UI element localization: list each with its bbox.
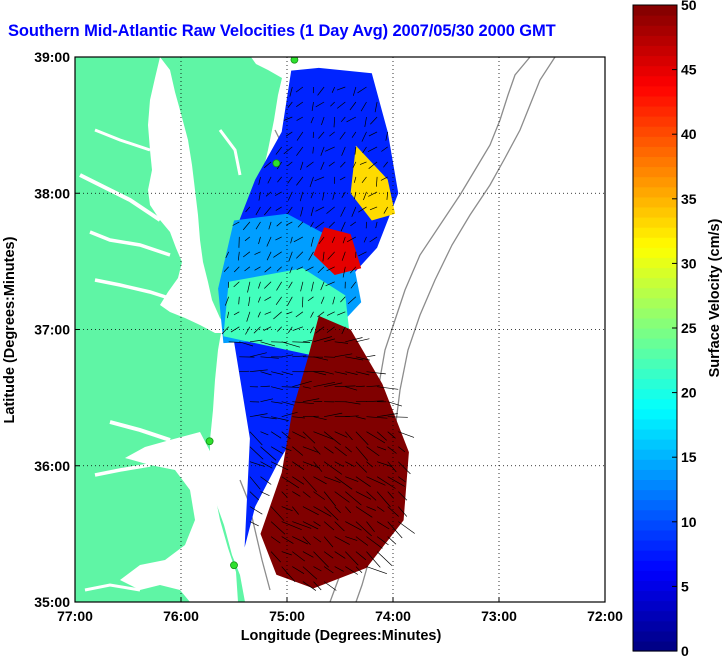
pamlico-sound (120, 432, 238, 602)
x-tick-label: 75:00 (269, 608, 305, 624)
colorbar-tick-label: 15 (681, 449, 697, 465)
colorbar-tick-label: 20 (681, 385, 697, 401)
speed-region-central-eddy (313, 227, 362, 275)
colorbar-tick-label: 35 (681, 191, 697, 207)
colorbar-tick-label: 10 (681, 514, 697, 530)
y-tick-label: 37:00 (34, 322, 70, 338)
station-mid-icon (272, 159, 281, 168)
y-tick-label: 39:00 (34, 49, 70, 65)
chart-title: Southern Mid-Atlantic Raw Velocities (1 … (8, 22, 556, 40)
station-south-icon (205, 437, 214, 446)
y-tick-label: 38:00 (34, 185, 70, 201)
speed-region-gulf-stream-edge (260, 315, 409, 589)
colorbar-tick-label: 45 (681, 62, 697, 78)
colorbar-tick-label: 5 (681, 578, 689, 594)
x-tick-label: 74:00 (375, 608, 411, 624)
colorbar-label: Surface Velocity (cm/s) (707, 218, 723, 377)
colorbar-tick-label: 25 (681, 320, 697, 336)
x-tick-label: 77:00 (57, 608, 93, 624)
colorbar: 0 5 10 15 20 25 30 35 40 45 50 (632, 0, 697, 659)
y-axis: 35:00 36:00 37:00 38:00 39:00 (34, 49, 80, 610)
colorbar-tick-label: 30 (681, 255, 697, 271)
x-axis-label: Longitude (Degrees:Minutes) (241, 628, 442, 644)
land-mass (75, 57, 282, 602)
colorbar-tick-label: 0 (681, 643, 689, 659)
colorbar-tick-label: 40 (681, 126, 697, 142)
velocity-field (218, 67, 415, 591)
x-tick-label: 73:00 (481, 608, 517, 624)
station-north-icon (290, 57, 299, 64)
chesapeake-bay (148, 57, 232, 333)
radar-stations (205, 57, 299, 570)
station-hatteras-icon (230, 561, 238, 570)
y-tick-label: 36:00 (34, 458, 70, 474)
speed-region-northeast-jet (350, 145, 396, 221)
y-tick-label: 35:00 (34, 594, 70, 610)
colorbar-tick-label: 50 (681, 0, 697, 13)
grid-lines (75, 57, 605, 602)
x-tick-label: 72:00 (587, 608, 623, 624)
velocity-vectors (221, 86, 415, 591)
x-tick-label: 76:00 (163, 608, 199, 624)
y-axis-label: Latitude (Degrees:Minutes) (2, 236, 18, 423)
x-axis: 77:00 76:00 75:00 74:00 73:00 72:00 (57, 597, 623, 624)
